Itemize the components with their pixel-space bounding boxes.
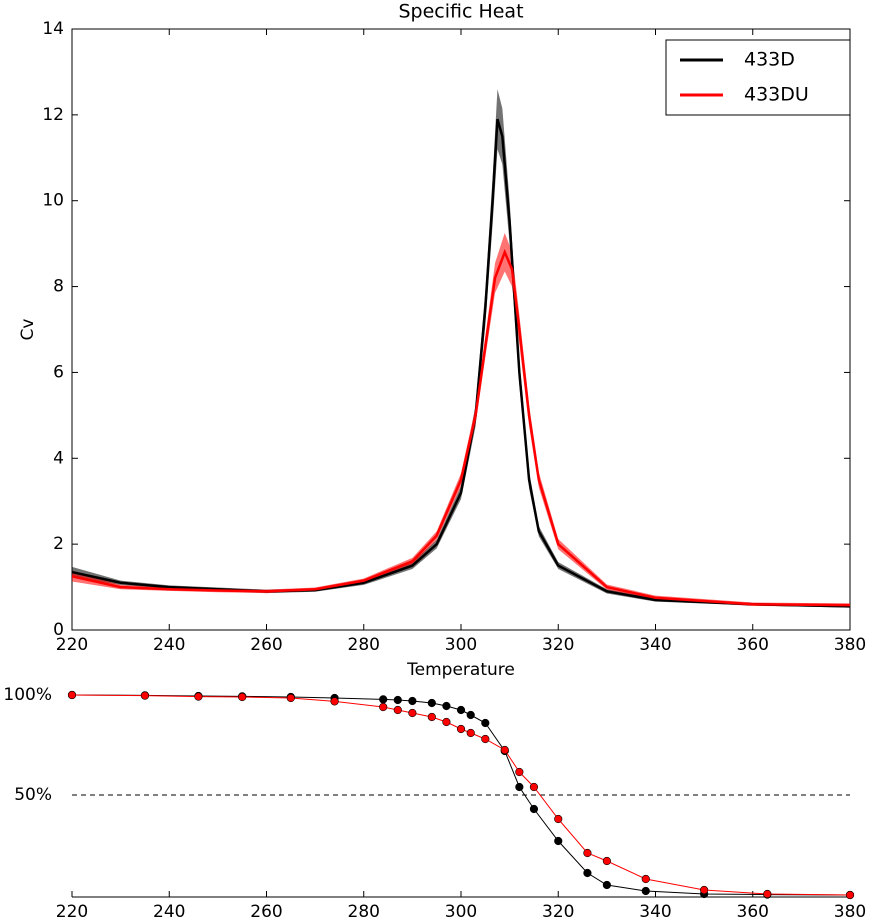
series-line	[71, 694, 851, 896]
chart-title: Specific Heat	[398, 1, 523, 23]
x-tick-label: 300	[445, 635, 477, 655]
marker	[379, 695, 388, 704]
x-axis-label: Temperature	[406, 660, 515, 680]
marker	[408, 708, 417, 718]
y-tick-label: 2	[53, 534, 64, 554]
marker	[845, 890, 855, 900]
y-tick-label: 8	[53, 277, 64, 297]
marker	[700, 885, 709, 895]
marker	[529, 804, 539, 814]
marker	[583, 848, 592, 858]
marker	[442, 701, 451, 711]
error-band	[72, 232, 850, 607]
marker	[194, 692, 203, 701]
x-tick-label: 220	[56, 635, 88, 655]
x-tick-label: 380	[834, 635, 866, 655]
marker	[408, 696, 417, 706]
marker	[427, 698, 436, 708]
marker	[763, 889, 772, 899]
legend-label: 433DU	[744, 84, 809, 106]
marker	[456, 724, 466, 734]
x-tick-label: 260	[250, 902, 282, 921]
y-tick-label: 6	[53, 362, 64, 382]
y-axis-label: Cv	[18, 319, 38, 341]
marker	[67, 690, 77, 700]
x-tick-label: 360	[737, 902, 769, 921]
marker	[641, 874, 650, 884]
x-tick-label: 340	[639, 902, 671, 921]
legend-box	[665, 39, 851, 116]
marker	[515, 782, 524, 792]
marker	[481, 718, 490, 728]
marker	[456, 705, 466, 715]
marker	[515, 767, 524, 777]
series-line	[71, 118, 851, 608]
marker	[481, 734, 490, 744]
x-tick-label: 240	[153, 902, 185, 921]
marker	[442, 717, 451, 727]
x-tick-label: 260	[250, 635, 282, 655]
y-tick-label: 50%	[14, 785, 52, 805]
y-tick-label: 12	[42, 105, 64, 125]
x-tick-label: 360	[737, 635, 769, 655]
series-line	[71, 694, 851, 896]
marker	[427, 712, 436, 722]
legend-label: 433D	[744, 49, 795, 71]
marker	[140, 691, 150, 700]
plot-frame	[71, 28, 851, 631]
series-line	[71, 248, 851, 607]
x-tick-label: 320	[542, 635, 574, 655]
marker	[583, 868, 592, 878]
x-tick-label: 280	[348, 635, 380, 655]
marker	[554, 814, 563, 824]
y-tick-label: 10	[42, 191, 64, 211]
marker	[641, 886, 650, 896]
marker	[602, 880, 611, 890]
x-tick-label: 380	[834, 902, 866, 921]
marker	[529, 782, 539, 792]
x-tick-label: 220	[56, 902, 88, 921]
marker	[466, 728, 475, 738]
marker	[238, 692, 247, 702]
marker	[393, 705, 402, 715]
marker	[602, 856, 611, 866]
marker	[554, 836, 563, 846]
error-band	[72, 89, 850, 608]
y-tick-label: 0	[53, 620, 64, 640]
y-tick-label: 100%	[3, 685, 52, 705]
marker	[286, 693, 295, 703]
marker	[500, 745, 509, 755]
x-tick-label: 320	[542, 902, 574, 921]
marker	[330, 697, 339, 706]
marker	[393, 695, 402, 705]
marker	[379, 702, 388, 712]
x-tick-label: 240	[153, 635, 185, 655]
y-tick-label: 14	[42, 19, 64, 39]
x-tick-label: 280	[348, 902, 380, 921]
marker	[466, 710, 475, 720]
x-tick-label: 300	[445, 902, 477, 921]
x-tick-label: 340	[639, 635, 671, 655]
y-tick-label: 4	[53, 448, 64, 468]
